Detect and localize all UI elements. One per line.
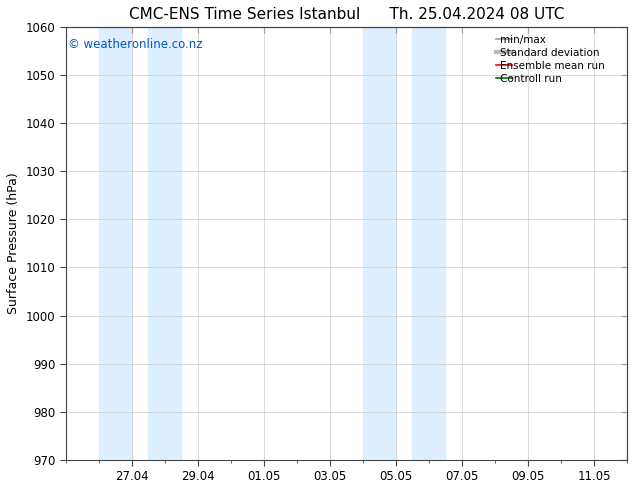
Text: © weatheronline.co.nz: © weatheronline.co.nz xyxy=(68,38,203,51)
Bar xyxy=(148,27,181,460)
Bar xyxy=(99,27,132,460)
Y-axis label: Surface Pressure (hPa): Surface Pressure (hPa) xyxy=(7,172,20,314)
Title: CMC-ENS Time Series Istanbul      Th. 25.04.2024 08 UTC: CMC-ENS Time Series Istanbul Th. 25.04.2… xyxy=(129,7,564,22)
Bar xyxy=(412,27,446,460)
Bar xyxy=(363,27,396,460)
Legend: min/max, Standard deviation, Ensemble mean run, Controll run: min/max, Standard deviation, Ensemble me… xyxy=(494,32,622,86)
